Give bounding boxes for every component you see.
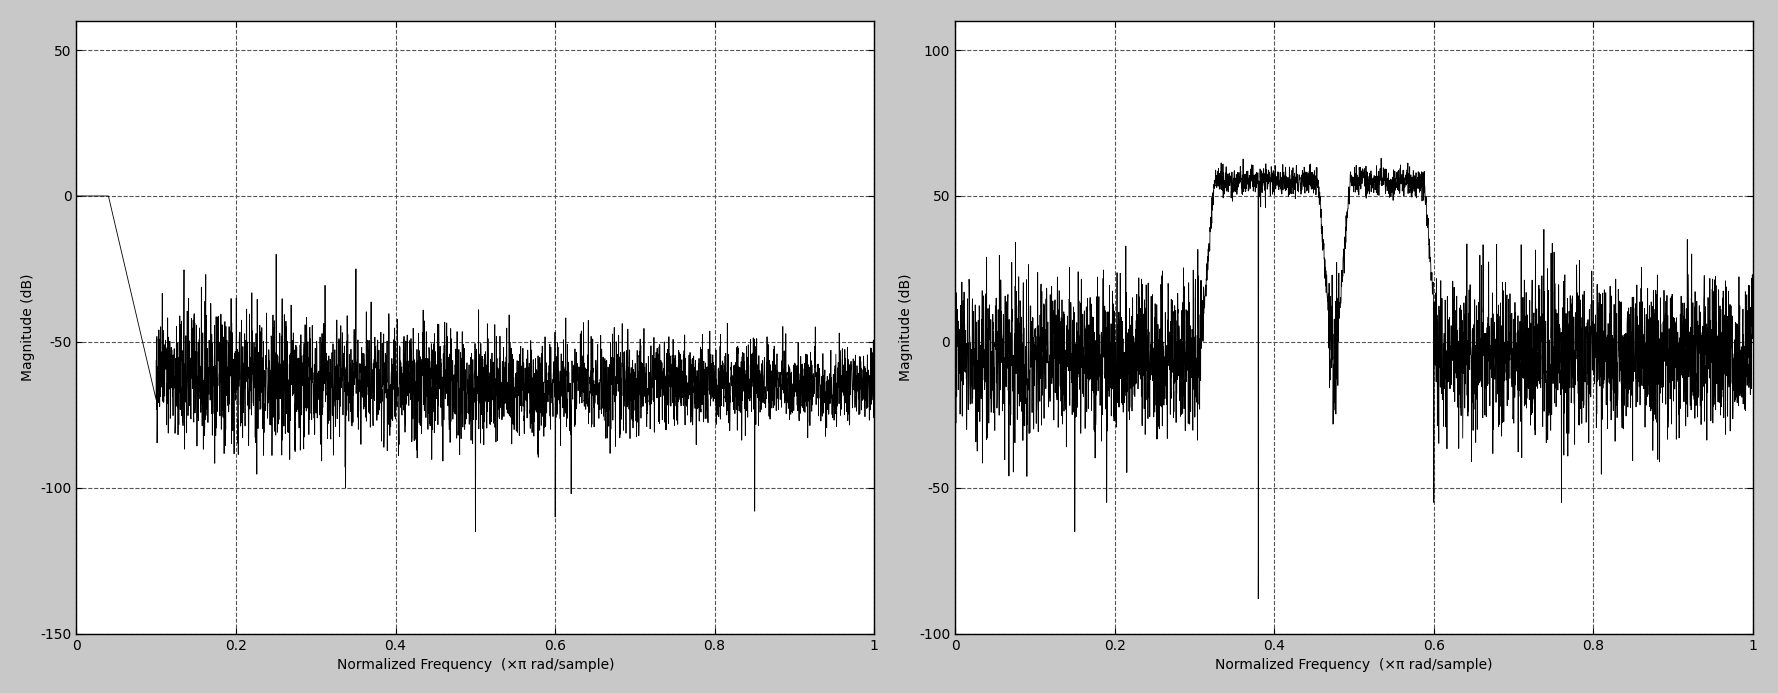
Y-axis label: Magnitude (dB): Magnitude (dB) <box>21 274 36 381</box>
X-axis label: Normalized Frequency  (×π rad/sample): Normalized Frequency (×π rad/sample) <box>1214 658 1494 672</box>
Y-axis label: Magnitude (dB): Magnitude (dB) <box>900 274 914 381</box>
X-axis label: Normalized Frequency  (×π rad/sample): Normalized Frequency (×π rad/sample) <box>336 658 613 672</box>
